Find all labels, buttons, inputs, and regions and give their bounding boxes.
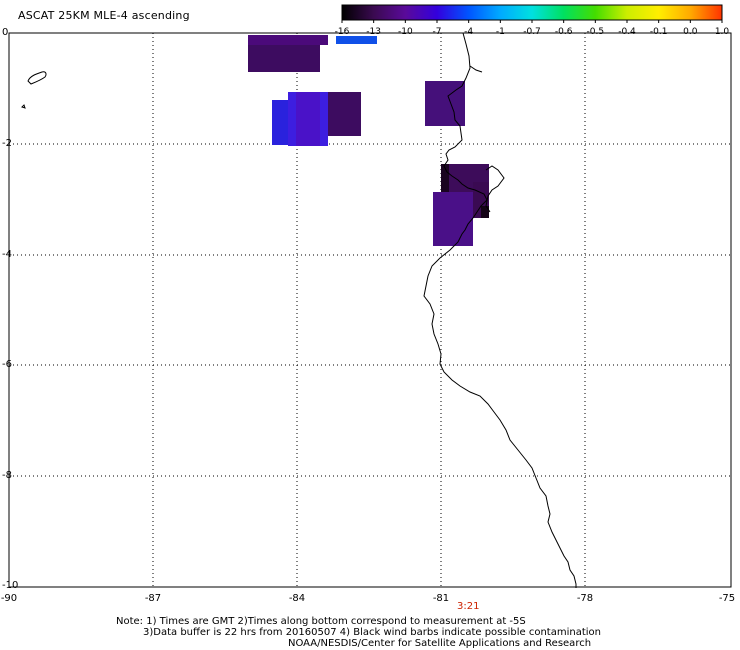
colorbar: [341, 4, 723, 23]
grid-lines: [9, 33, 731, 587]
colorbar-label: -16: [334, 27, 350, 37]
data-cell: [336, 36, 377, 44]
data-cell: [328, 92, 361, 136]
x-tick-label: -84: [288, 593, 306, 604]
data-cell: [296, 92, 320, 146]
colorbar-label: -0.1: [649, 27, 668, 37]
x-tick-label: -78: [576, 593, 594, 604]
data-cell: [248, 45, 320, 72]
gulf-coast-detail: [485, 165, 505, 213]
x-tick-label: -90: [0, 593, 18, 604]
river-mark: [469, 65, 483, 73]
y-tick-label: -8: [2, 470, 12, 481]
colorbar-label: -0.7: [523, 27, 541, 37]
islet-outline: [21, 104, 26, 109]
y-tick-label: -6: [2, 359, 12, 370]
y-tick-label: -10: [2, 580, 19, 591]
note-line-2: 3)Data buffer is 22 hrs from 20160507 4)…: [143, 627, 601, 638]
data-cell: [433, 192, 473, 246]
colorbar-label: -0.5: [586, 27, 605, 37]
time-label: 3:21: [457, 601, 480, 612]
x-tick-label: -75: [718, 593, 736, 604]
colorbar-label: -0.6: [554, 27, 573, 37]
colorbar-label: 1.0: [714, 27, 730, 37]
colorbar-gradient: [341, 4, 723, 21]
data-cell: [441, 164, 449, 192]
colorbar-label: 0.0: [683, 27, 698, 37]
island-outline: [27, 71, 47, 85]
plot-frame: [8, 32, 732, 588]
map-title: ASCAT 25KM MLE-4 ascending: [18, 9, 190, 22]
colorbar-label: -1: [495, 27, 505, 37]
y-tick-label: -4: [2, 249, 12, 260]
colorbar-label: -7: [432, 27, 442, 37]
data-cell: [481, 206, 489, 218]
note-line-1: Note: 1) Times are GMT 2)Times along bot…: [116, 616, 526, 627]
y-tick-label: 0: [2, 27, 9, 38]
note-line-3: NOAA/NESDIS/Center for Satellite Applica…: [288, 638, 592, 649]
data-cell: [272, 100, 290, 145]
colorbar-label: -13: [366, 27, 382, 37]
coastline: [423, 32, 577, 588]
colorbar-label: -4: [464, 27, 474, 37]
colorbar-label: -0.4: [618, 27, 636, 37]
colorbar-label: -10: [397, 27, 413, 37]
x-tick-label: -87: [144, 593, 162, 604]
x-tick-label: -81: [432, 593, 450, 604]
data-cell: [248, 35, 328, 45]
wind-cells: [248, 35, 489, 246]
y-tick-label: -2: [2, 138, 12, 149]
